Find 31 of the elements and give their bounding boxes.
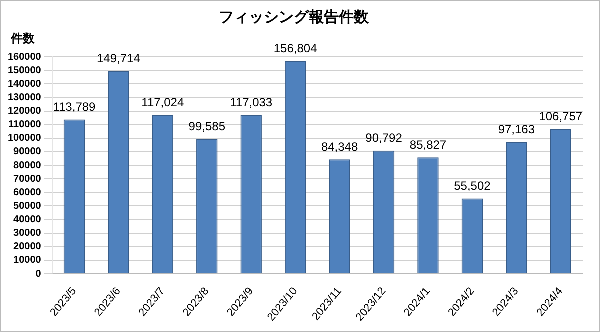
y-tick-label: 70000	[14, 174, 42, 185]
y-tick-label: 30000	[14, 228, 42, 240]
data-label: 97,163	[498, 122, 536, 137]
y-tick-label: 100000	[8, 133, 42, 144]
data-label: 117,024	[142, 96, 184, 110]
y-tick-label: 20000	[14, 242, 42, 253]
data-label: 85,827	[410, 138, 447, 152]
data-label: 90,792	[366, 131, 403, 146]
y-tick-label: 0	[36, 268, 42, 280]
y-axis-title: 件数	[10, 31, 36, 46]
data-label: 117,033	[230, 96, 273, 110]
y-tick-label: 40000	[14, 214, 42, 226]
y-tick-label: 160000	[8, 52, 42, 63]
y-tick-label: 90000	[14, 146, 42, 158]
y-tick-label: 80000	[14, 160, 42, 172]
data-label: 156,804	[274, 42, 318, 56]
y-tick-label: 10000	[14, 255, 42, 266]
data-label: 84,348	[321, 140, 358, 154]
y-tick-label: 140000	[8, 78, 42, 90]
data-label: 113,789	[53, 100, 96, 114]
y-tick-label: 110000	[8, 120, 42, 131]
data-label: 149,714	[97, 51, 141, 66]
chart-title: フィッシング報告件数	[219, 9, 370, 26]
y-tick-label: 150000	[8, 65, 42, 76]
y-tick-label: 60000	[14, 187, 42, 198]
y-tick-label: 50000	[14, 200, 42, 212]
y-tick-label: 120000	[8, 106, 42, 118]
y-tick-label: 130000	[8, 92, 42, 104]
data-label: 99,585	[188, 119, 226, 134]
data-label: 55,502	[454, 179, 492, 194]
data-label: 106,757	[539, 110, 583, 124]
